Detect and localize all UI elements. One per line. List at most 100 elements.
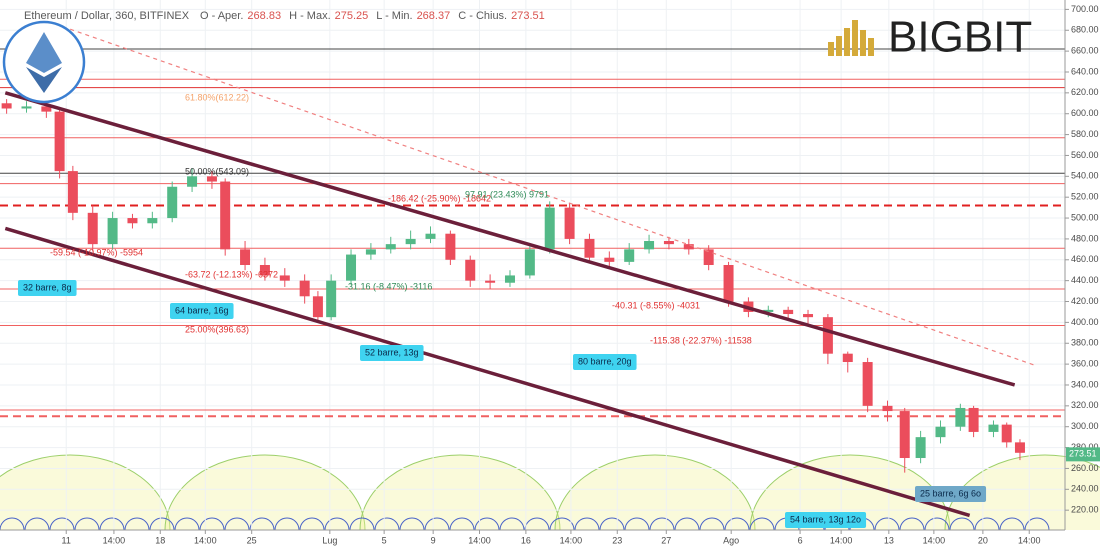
small-arc [674, 517, 700, 531]
y-tick-label: 380.00 [1071, 338, 1099, 348]
small-arc [749, 517, 775, 531]
x-tick-label: 14:00 [194, 535, 217, 545]
ohlc-label: L - Min. [376, 10, 412, 22]
x-tick-label: 14:00 [468, 535, 491, 545]
y-tick-label: 520.00 [1071, 192, 1099, 202]
range-label-box [170, 303, 234, 319]
candle-body [279, 275, 290, 281]
trend-line [4, 91, 1016, 387]
candle-body [187, 176, 198, 187]
bigbit-logo: BIGBIT [828, 13, 1032, 62]
annotation: -59.54 (-10.97%) -5954 [50, 247, 143, 257]
small-arc [199, 517, 225, 531]
candle-body [988, 424, 999, 432]
small-arc [724, 517, 750, 531]
candle-body [564, 207, 575, 239]
x-tick-label: 14:00 [1018, 535, 1041, 545]
small-arc [224, 517, 250, 531]
y-tick-label: 480.00 [1071, 233, 1099, 243]
y-tick-label: 420.00 [1071, 296, 1099, 306]
y-tick-label: 560.00 [1071, 150, 1099, 160]
x-tick-label: 6 [798, 535, 803, 545]
x-tick-label: 14:00 [560, 535, 583, 545]
candle-body [147, 218, 158, 224]
y-tick-label: 280.00 [1071, 442, 1099, 452]
small-arc [649, 517, 675, 531]
last-price-box [1066, 447, 1100, 462]
cycle-arc [0, 454, 171, 531]
candle-body [624, 249, 635, 262]
candle-body [167, 186, 178, 219]
x-tick-label: Ago [723, 535, 739, 545]
candle-body [763, 309, 774, 312]
annotation: -63.72 (-12.13%) -6372 [185, 269, 278, 279]
y-tick-label: 500.00 [1071, 212, 1099, 222]
small-arc [149, 517, 175, 531]
cycle-arc [164, 454, 366, 531]
cycle-arc [554, 454, 756, 531]
annotation: -186.42 (-25.90%) -18642 [388, 193, 491, 203]
candle-body [822, 317, 833, 354]
y-tick-label: 460.00 [1071, 254, 1099, 264]
range-label: 52 barre, 13g [365, 347, 419, 357]
ohlc-value: 268.37 [417, 10, 451, 22]
x-tick-label: Lug [322, 535, 337, 545]
small-arc [0, 517, 25, 531]
x-tick-label: 23 [612, 535, 622, 545]
range-label: 80 barre, 20g [578, 356, 632, 366]
candle-body [703, 249, 714, 265]
small-arc [624, 517, 650, 531]
small-arc [324, 517, 350, 531]
y-tick-label: 700.00 [1071, 4, 1099, 14]
annotation: -40.31 (-8.55%) -4031 [612, 300, 700, 310]
last-price: 273.51 [1069, 449, 1097, 459]
candle-body [259, 265, 270, 276]
overlay: 61.80%(612.22) 50.00%(543.09) 25.00%(396.6… [4, 28, 1035, 528]
candle-body [67, 171, 78, 213]
small-arc [974, 517, 1000, 531]
range-label-box [915, 486, 987, 502]
eth-logo [2, 20, 86, 104]
logo-text: BIGBIT [888, 13, 1032, 62]
candle-body [240, 249, 251, 265]
candle-body [220, 181, 231, 250]
candle-body [644, 241, 655, 250]
range-label: 32 barre, 8g [23, 282, 72, 292]
ohlc-value: 273.51 [511, 10, 545, 22]
candle-body [405, 238, 416, 245]
y-tick-label: 660.00 [1071, 45, 1099, 55]
candle-body [935, 426, 946, 438]
small-arc [49, 517, 75, 531]
candle-body [385, 244, 396, 250]
candle-body [206, 176, 217, 182]
range-label-box [360, 345, 424, 361]
candle-body [346, 254, 357, 281]
y-tick-label: 400.00 [1071, 317, 1099, 327]
small-arc [924, 517, 950, 531]
candle-body [485, 280, 496, 283]
x-tick-label: 18 [155, 535, 165, 545]
small-arc [474, 517, 500, 531]
candle-body [723, 265, 734, 302]
small-arc [399, 517, 425, 531]
range-label-box [573, 354, 637, 370]
candle-body [862, 362, 873, 406]
small-arc [899, 517, 925, 531]
small-arc [349, 517, 375, 531]
candle-body [1014, 442, 1025, 453]
annotation: -31.16 (-8.47%) -3116 [345, 281, 432, 291]
ohlc-value: 275.25 [335, 10, 369, 22]
small-arc [699, 517, 725, 531]
candle-body [882, 405, 893, 412]
x-tick-label: 27 [661, 535, 671, 545]
candle-body [107, 218, 118, 245]
small-arc [249, 517, 275, 531]
small-arc [124, 517, 150, 531]
annotation: 61.80%(612.22) [185, 92, 249, 102]
x-tick-label: 13 [884, 535, 894, 545]
range-label-box [785, 512, 867, 528]
small-arc [24, 517, 50, 531]
ohlc-label: C - Chius. [458, 10, 507, 22]
